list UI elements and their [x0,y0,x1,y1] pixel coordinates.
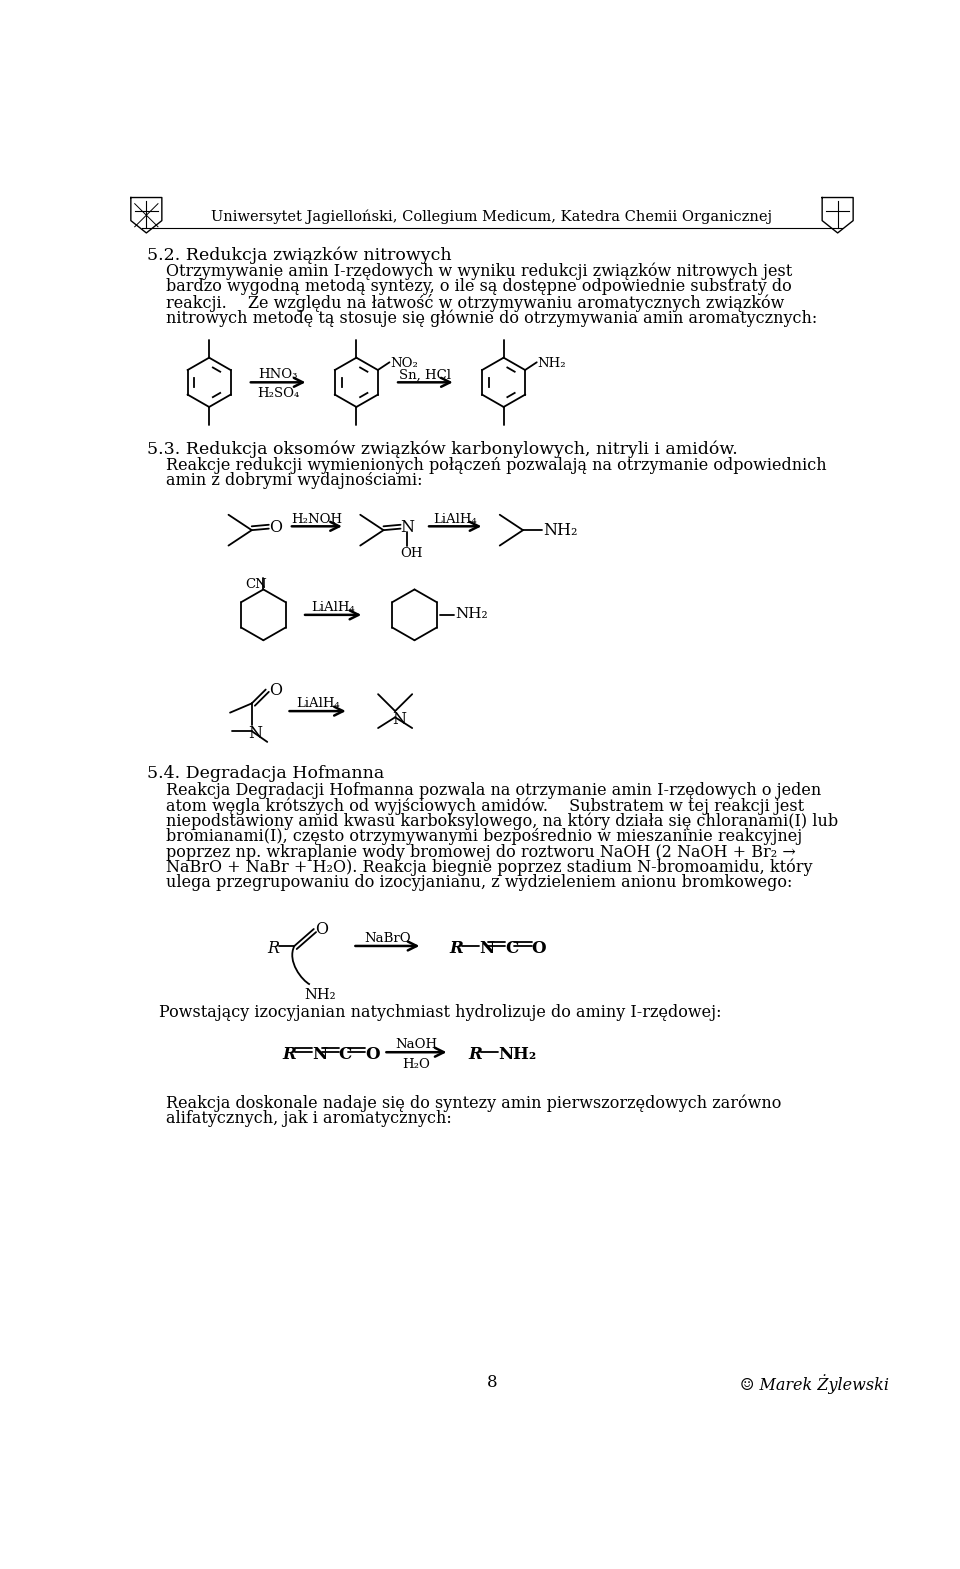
Text: R: R [468,1047,483,1064]
Text: 8: 8 [487,1374,497,1392]
Text: 5.3. Redukcja oksomów związków karbonylowych, nitryli i amidów.: 5.3. Redukcja oksomów związków karbonylo… [147,439,738,458]
Text: H₂O: H₂O [402,1059,430,1072]
Text: bromianami(I), często otrzymywanymi bezpośrednio w mieszaninie reakcyjnej: bromianami(I), często otrzymywanymi bezp… [166,828,803,846]
Text: O: O [532,940,546,957]
Text: NH₂: NH₂ [498,1047,537,1064]
Text: NH₂: NH₂ [543,522,578,540]
Text: C: C [339,1047,351,1064]
Text: NaBrO + NaBr + H₂O). Reakcja biegnie poprzez stadium N-bromoamidu, który: NaBrO + NaBr + H₂O). Reakcja biegnie pop… [166,858,813,877]
Text: R: R [449,940,464,957]
Text: O: O [365,1047,379,1064]
Text: O: O [315,921,328,938]
Text: HNO₃: HNO₃ [258,369,298,381]
Text: OH: OH [400,548,423,560]
Text: LiAlH₄: LiAlH₄ [296,697,340,711]
Text: NH₂: NH₂ [538,356,566,370]
Text: NH₂: NH₂ [455,607,488,621]
Text: atom węgla krótszych od wyjściowych amidów.  Substratem w tej reakcji jest: atom węgla krótszych od wyjściowych amid… [166,797,804,814]
Text: alifatycznych, jak i aromatycznych:: alifatycznych, jak i aromatycznych: [166,1109,452,1127]
Text: Otrzymywanie amin I-rzędowych w wyniku redukcji związków nitrowych jest: Otrzymywanie amin I-rzędowych w wyniku r… [166,264,793,281]
Text: niepodstawiony amid kwasu karboksylowego, na który działa się chloranami(I) lub: niepodstawiony amid kwasu karboksylowego… [166,813,839,830]
Text: R: R [267,940,279,957]
Text: N: N [392,711,406,728]
Text: 5.2. Redukcja związków nitrowych: 5.2. Redukcja związków nitrowych [147,246,452,264]
Text: poprzez np. wkraplanie wody bromowej do roztworu NaOH (2 NaOH + Br₂ →: poprzez np. wkraplanie wody bromowej do … [166,844,796,860]
Text: Sn, HCl: Sn, HCl [399,369,451,381]
Text: bardzo wygodną metodą syntezy, o ile są dostępne odpowiednie substraty do: bardzo wygodną metodą syntezy, o ile są … [166,278,792,295]
Text: N: N [248,725,262,742]
Text: NH₂: NH₂ [304,988,336,1003]
Text: NaOH: NaOH [395,1039,437,1051]
Text: N: N [479,940,494,957]
Text: H₂NOH: H₂NOH [291,513,343,526]
Text: O: O [269,519,282,537]
Text: LiAlH₄: LiAlH₄ [311,601,355,613]
Text: Powstający izocyjanian natychmiast hydrolizuje do aminy I-rzędowej:: Powstający izocyjanian natychmiast hydro… [158,1004,721,1021]
Text: 5.4. Degradacja Hofmanna: 5.4. Degradacja Hofmanna [147,766,384,781]
Text: Reakcja doskonale nadaje się do syntezy amin pierwszorzędowych zarówno: Reakcja doskonale nadaje się do syntezy … [166,1095,781,1112]
Text: O: O [269,683,282,698]
Text: H₂SO₄: H₂SO₄ [257,388,300,400]
Text: Reakcje redukcji wymienionych połączeń pozwalają na otrzymanie odpowiednich: Reakcje redukcji wymienionych połączeń p… [166,457,828,474]
Text: amin z dobrymi wydajnościami:: amin z dobrymi wydajnościami: [166,472,423,490]
Text: NaBrO: NaBrO [364,932,411,945]
Text: Uniwersytet Jagielloński, Collegium Medicum, Katedra Chemii Organicznej: Uniwersytet Jagielloński, Collegium Medi… [211,210,773,224]
Text: C: C [505,940,518,957]
Text: N: N [400,519,415,537]
Text: LiAlH₄: LiAlH₄ [433,513,477,526]
Text: ulega przegrupowaniu do izocyjanianu, z wydzieleniem anionu bromkowego:: ulega przegrupowaniu do izocyjanianu, z … [166,874,793,891]
Text: ☺ Marek Żylewski: ☺ Marek Żylewski [740,1374,889,1393]
Text: N: N [312,1047,327,1064]
Text: reakcji.  Ze względu na łatwość w otrzymywaniu aromatycznych związków: reakcji. Ze względu na łatwość w otrzymy… [166,293,785,312]
Text: nitrowych metodę tą stosuje się głównie do otrzymywania amin aromatycznych:: nitrowych metodę tą stosuje się głównie … [166,309,818,326]
Text: Reakcja Degradacji Hofmanna pozwala na otrzymanie amin I-rzędowych o jeden: Reakcja Degradacji Hofmanna pozwala na o… [166,781,822,799]
Text: R: R [283,1047,297,1064]
Text: NO₂: NO₂ [391,356,419,370]
Text: CN: CN [245,577,267,592]
